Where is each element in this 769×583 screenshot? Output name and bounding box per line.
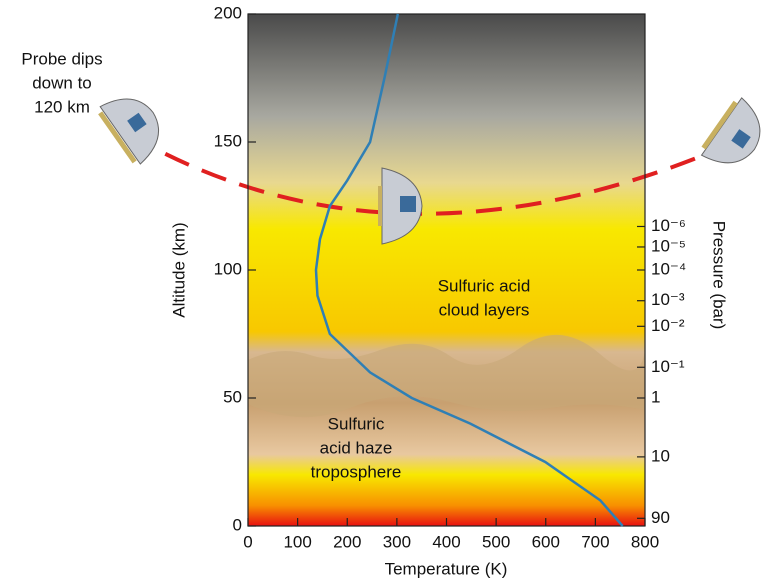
y2-tick-label: 10⁻⁴ (651, 259, 686, 278)
plot-background (248, 14, 645, 526)
y2-tick-label: 1 (651, 387, 660, 406)
y2-tick-label: 90 (651, 508, 670, 527)
x-tick-label: 400 (432, 532, 460, 551)
x-tick-label: 200 (333, 532, 361, 551)
y2-tick-label: 10⁻⁶ (651, 216, 686, 235)
y-tick-label: 150 (214, 131, 242, 150)
y2-tick-label: 10⁻² (651, 316, 685, 335)
y-tick-label: 0 (233, 515, 242, 534)
annotation: troposphere (311, 462, 402, 481)
annotation: cloud layers (439, 300, 530, 319)
annotation: acid haze (320, 438, 393, 457)
x-tick-label: 700 (581, 532, 609, 551)
y2-tick-label: 10 (651, 446, 670, 465)
annotation: down to (32, 73, 92, 92)
chart: Altitude (km) Temperature (K) Pressure (… (0, 0, 769, 583)
x-tick-label: 500 (482, 532, 510, 551)
x-tick-label: 800 (631, 532, 659, 551)
annotation: Sulfuric acid (438, 276, 531, 295)
x-tick-label: 100 (283, 532, 311, 551)
annotation: Sulfuric (328, 414, 385, 433)
probe (697, 95, 769, 178)
y2-tick-label: 10⁻⁵ (651, 236, 686, 255)
x-tick-label: 600 (532, 532, 560, 551)
annotation: Probe dips (21, 49, 102, 68)
y-tick-label: 100 (214, 259, 242, 278)
x-axis-title: Temperature (K) (385, 559, 508, 578)
y2-axis-title: Pressure (bar) (710, 221, 729, 330)
y2-tick-label: 10⁻³ (651, 290, 685, 309)
y-tick-label: 50 (223, 387, 242, 406)
x-tick-label: 0 (243, 532, 252, 551)
annotation: 120 km (34, 97, 90, 116)
probe (95, 84, 173, 168)
x-tick-label: 300 (383, 532, 411, 551)
y-axis-title: Altitude (km) (169, 222, 188, 317)
y2-tick-label: 10⁻¹ (651, 357, 685, 376)
y-tick-label: 200 (214, 3, 242, 22)
